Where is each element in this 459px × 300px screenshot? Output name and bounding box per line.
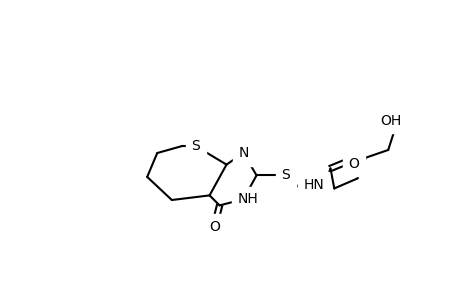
Text: O: O (208, 220, 219, 234)
Text: S: S (191, 139, 200, 153)
Text: OH: OH (380, 114, 401, 128)
Text: S: S (281, 168, 290, 182)
Text: HN: HN (302, 178, 323, 192)
Text: O: O (347, 157, 358, 171)
Text: NH: NH (237, 192, 258, 206)
Text: N: N (238, 146, 248, 160)
